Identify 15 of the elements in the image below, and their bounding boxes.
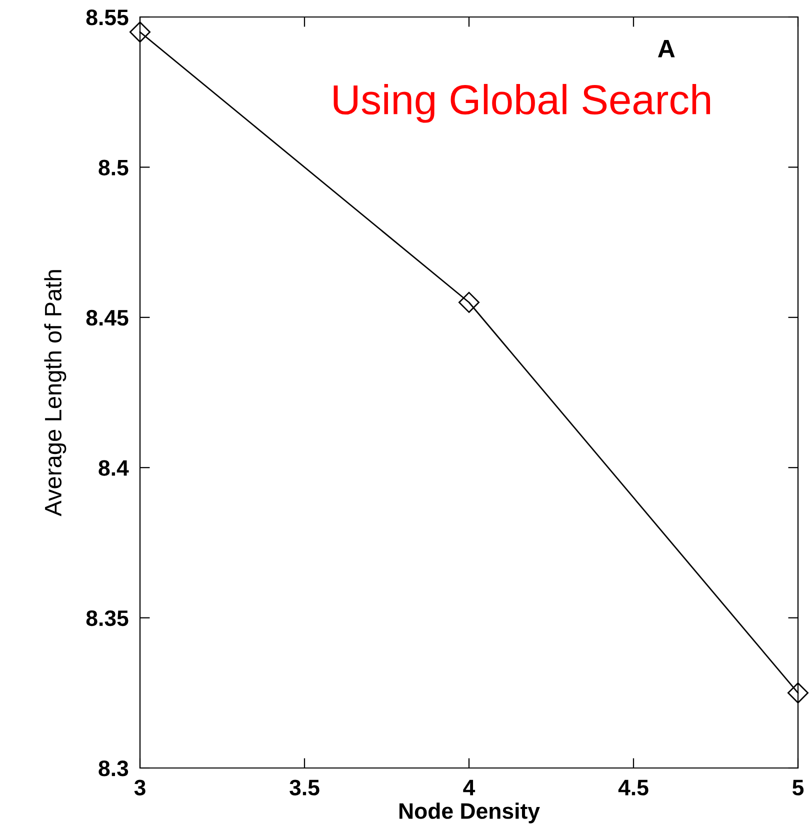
y-tick-label: 8.55 [86,10,128,26]
annotation: A [658,40,675,58]
y-tick-label: 8.45 [86,310,128,326]
x-axis-title: Node Density [399,802,540,824]
x-tick-label: 4 [463,780,476,796]
y-axis-title: Average Length of Path [44,270,66,516]
x-tick-label: 4.5 [618,780,648,796]
x-tick-label: 3.5 [290,780,320,796]
y-tick-label: 8.3 [98,760,128,776]
y-tick-label: 8.35 [86,610,128,626]
y-tick-label: 8.5 [98,160,128,176]
y-tick-label: 8.4 [98,460,129,476]
annotation: Using Global Search [334,84,710,123]
x-tick-label: 3 [134,780,146,796]
x-tick-label: 5 [792,780,804,796]
